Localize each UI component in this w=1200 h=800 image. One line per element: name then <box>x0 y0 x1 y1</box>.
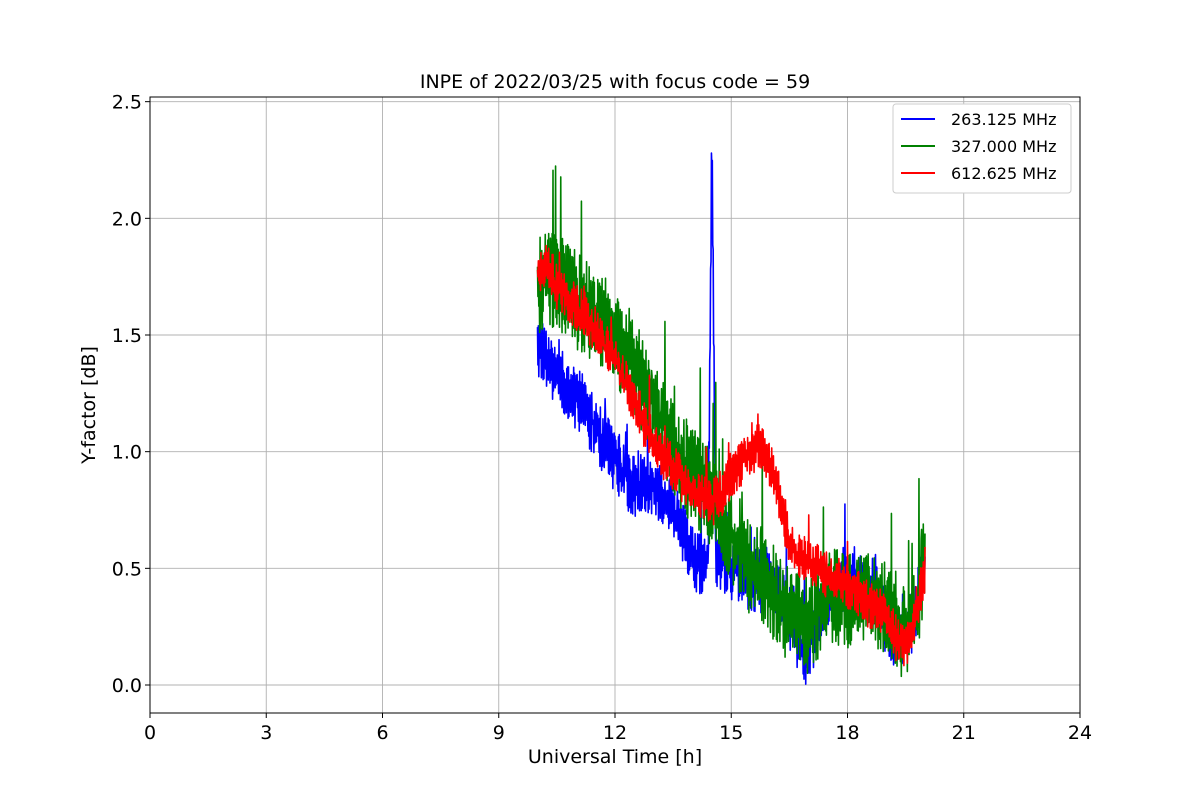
series-line-1 <box>536 152 926 685</box>
legend-label: 327.000 MHz <box>951 137 1056 156</box>
x-tick-label: 15 <box>719 722 743 744</box>
series-line-3 <box>536 244 926 667</box>
x-tick-label: 0 <box>144 722 156 744</box>
legend-label: 263.125 MHz <box>951 110 1056 129</box>
axis-ticks: 0 3 6 9 12 15 18 21 24 0.0 0.5 1.0 1.5 2.0 2.5 <box>112 92 1092 744</box>
y-tick-label: 1.0 <box>112 442 142 464</box>
x-tick-label: 6 <box>376 722 388 744</box>
x-tick-label: 21 <box>952 722 976 744</box>
x-tick-label: 12 <box>603 722 627 744</box>
y-axis-title: Y-factor [dB] <box>78 346 100 465</box>
legend: 263.125 MHz 327.000 MHz 612.625 MHz <box>892 103 1072 194</box>
chart-title: INPE of 2022/03/25 with focus code = 59 <box>420 71 810 93</box>
legend-box <box>892 103 1072 194</box>
y-tick-label: 1.5 <box>112 325 142 347</box>
y-tick-label: 2.5 <box>112 92 142 114</box>
x-tick-label: 24 <box>1068 722 1092 744</box>
x-axis-title: Universal Time [h] <box>528 746 702 768</box>
y-tick-label: 0.0 <box>112 675 142 697</box>
y-tick-label: 2.0 <box>112 208 142 230</box>
x-tick-label: 3 <box>260 722 272 744</box>
y-tick-label: 0.5 <box>112 558 142 580</box>
x-tick-label: 18 <box>835 722 859 744</box>
x-tick-label: 9 <box>493 722 505 744</box>
series-layer <box>536 152 926 685</box>
legend-label: 612.625 MHz <box>951 164 1056 183</box>
